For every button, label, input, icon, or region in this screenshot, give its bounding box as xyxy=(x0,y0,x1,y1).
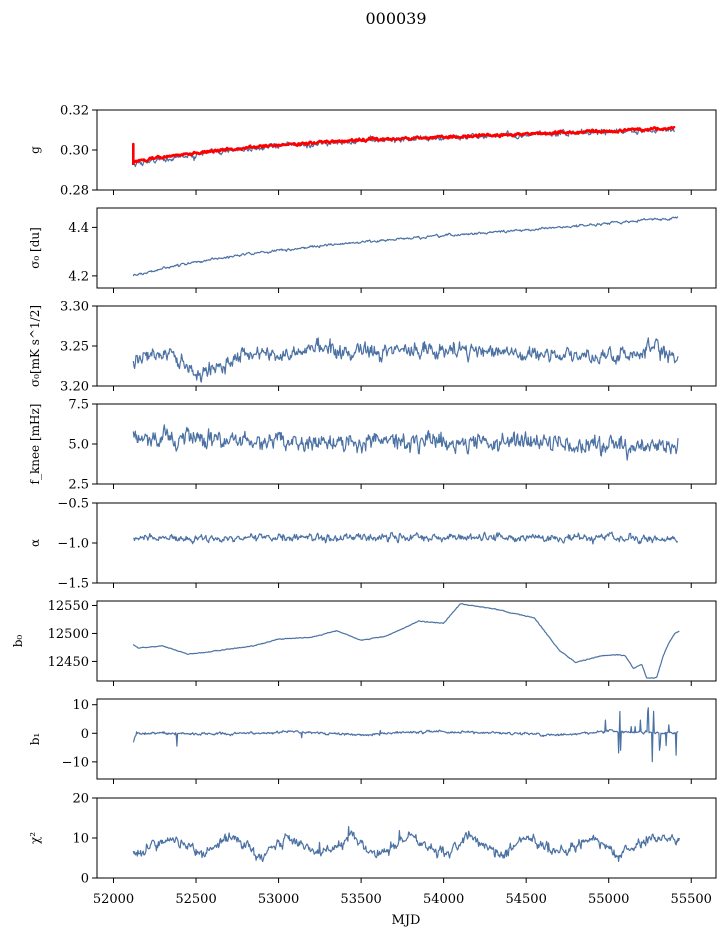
panel-chi2: 0 10 20 χ² xyxy=(28,792,717,887)
y-axis-label: f_knee [mHz] xyxy=(28,404,42,485)
figure-title: 000039 xyxy=(365,9,426,28)
y-tick-label: −1.0 xyxy=(57,537,89,552)
y-axis-label: σ₀ [du] xyxy=(28,227,42,269)
x-tick-labels: 52000 52500 53000 53500 54000 54500 55000 55500 xyxy=(93,892,712,907)
x-tick-label: 52500 xyxy=(175,892,216,907)
y-tick-label: 10 xyxy=(72,698,89,713)
plot-frame xyxy=(96,207,717,289)
x-tick-label: 54500 xyxy=(505,892,546,907)
y-axis-label: α xyxy=(28,539,42,547)
y-tick-label: 12550 xyxy=(48,599,89,614)
panel-fknee: 2.5 5.0 7.5 f_knee [mHz] xyxy=(28,398,717,493)
plot-frame xyxy=(96,698,717,780)
series-line-g-1 xyxy=(132,126,676,165)
y-tick-label: 2.5 xyxy=(68,478,89,493)
series-line-alpha-0 xyxy=(133,531,679,545)
series-line-fknee-0 xyxy=(132,424,679,461)
y-tick-label: 12450 xyxy=(48,655,89,670)
y-tick-label: 5.0 xyxy=(68,438,89,453)
y-tick-label: 20 xyxy=(72,792,89,807)
panel-alpha: −1.5 −1.0 −0.5 α xyxy=(28,497,717,592)
x-tick-label: 54000 xyxy=(423,892,464,907)
panel-b1: −10 0 10 b₁ xyxy=(28,698,717,784)
panel-sigma0-flux: 3.20 3.25 3.30 σ₀[mK s^1/2] xyxy=(28,300,717,395)
panels: 0.28 0.30 0.32 g 4.2 4.4 σ₀ [du] 3.20 3.25 3.30 σ₀… xyxy=(11,104,717,887)
plot-frame xyxy=(96,502,717,584)
panel-g: 0.28 0.30 0.32 g xyxy=(28,104,717,199)
y-tick-label: 0.30 xyxy=(60,144,89,159)
plot-frame xyxy=(96,305,717,387)
series-line-sigma0-0 xyxy=(132,216,679,277)
x-tick-label: 55500 xyxy=(671,892,712,907)
y-tick-label: 4.2 xyxy=(68,269,89,284)
y-tick-label: 12500 xyxy=(48,627,89,642)
y-tick-label: −0.5 xyxy=(57,497,89,512)
y-tick-label: 3.30 xyxy=(60,300,89,315)
x-tick-label: 53000 xyxy=(258,892,299,907)
x-tick-label: 53500 xyxy=(340,892,381,907)
y-tick-label: −1.5 xyxy=(57,577,89,592)
y-tick-label: 0 xyxy=(81,727,89,742)
y-tick-label: 0 xyxy=(81,872,89,887)
y-tick-label: 0.32 xyxy=(60,104,89,119)
y-tick-label: 7.5 xyxy=(68,398,89,413)
y-tick-label: 4.4 xyxy=(68,221,89,236)
panel-b0: 12450 12500 12550 b₀ xyxy=(11,599,717,686)
plot-frame xyxy=(96,600,717,682)
plot-frame xyxy=(96,797,717,879)
y-axis-label: χ² xyxy=(28,832,42,844)
y-tick-label: −10 xyxy=(62,755,89,770)
series-line-sigma0-flux-0 xyxy=(132,337,679,383)
y-axis-label: b₁ xyxy=(28,733,42,746)
series-line-b0-0 xyxy=(132,603,680,679)
plot-frame xyxy=(96,403,717,485)
y-axis-label: σ₀[mK s^1/2] xyxy=(28,305,42,387)
y-tick-label: 3.25 xyxy=(60,340,89,355)
panel-sigma0: 4.2 4.4 σ₀ [du] xyxy=(28,207,717,293)
y-tick-label: 10 xyxy=(72,832,89,847)
y-axis-label: g xyxy=(28,146,42,154)
series-line-g-0 xyxy=(132,127,676,168)
plot-frame xyxy=(96,109,717,191)
x-axis-label: MJD xyxy=(392,913,421,928)
y-tick-label: 0.28 xyxy=(60,184,89,199)
series-line-chi2-0 xyxy=(132,826,680,863)
x-tick-label: 55000 xyxy=(588,892,629,907)
y-axis-label: b₀ xyxy=(11,635,25,648)
series-line-b1-0 xyxy=(132,707,679,763)
x-tick-label: 52000 xyxy=(93,892,134,907)
y-tick-label: 3.20 xyxy=(60,380,89,395)
